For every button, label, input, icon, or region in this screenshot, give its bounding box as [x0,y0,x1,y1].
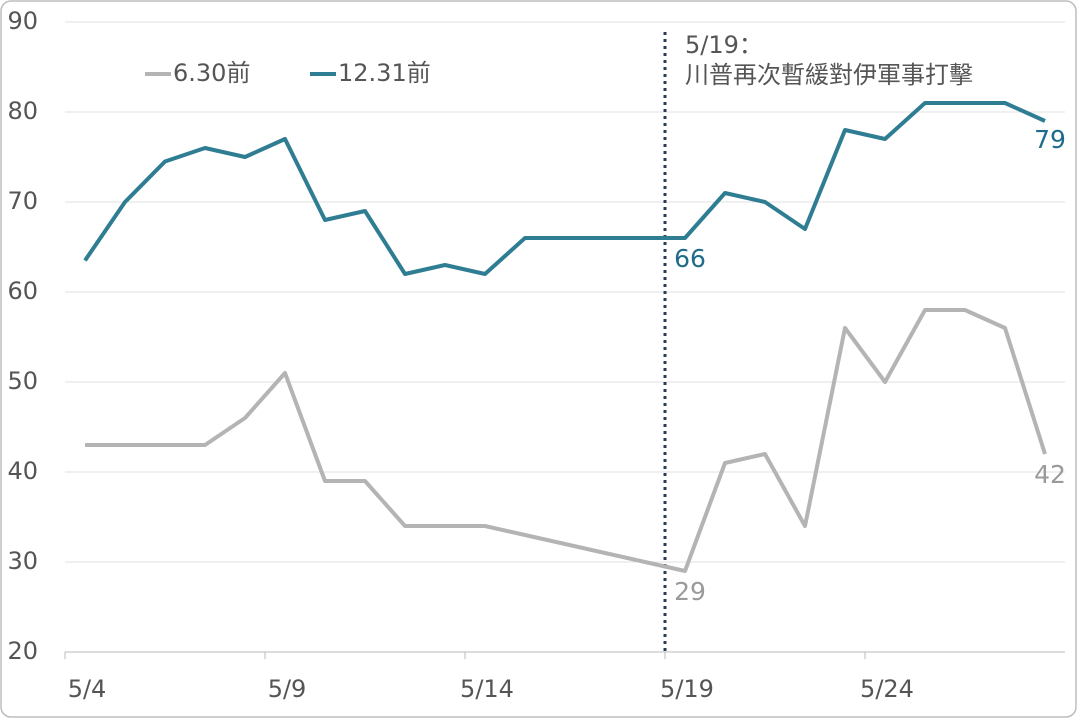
data-label: 29 [674,577,706,606]
x-tick-label: 5/14 [460,675,514,703]
y-tick-label: 60 [7,277,38,305]
legend-label: 12.31前 [338,59,431,87]
y-tick-label: 40 [7,457,38,485]
x-tick-label: 5/9 [268,675,307,703]
y-tick-label: 90 [7,7,38,35]
legend-label: 6.30前 [173,59,250,87]
data-label: 42 [1034,460,1066,489]
series-line [83,101,1046,276]
series-line [85,308,1047,573]
annotation-text: 川普再次暫緩對伊軍事打擊 [685,61,973,89]
data-label: 66 [674,244,706,273]
y-tick-label: 70 [7,187,38,215]
y-tick-label: 30 [7,547,38,575]
x-tick-label: 5/19 [660,675,714,703]
annotation-text: 5/19： [685,31,763,59]
x-tick-label: 5/4 [68,675,107,703]
y-tick-label: 20 [7,637,38,665]
data-label: 79 [1034,125,1066,154]
y-tick-label: 50 [7,367,38,395]
y-tick-label: 80 [7,97,38,125]
x-tick-label: 5/24 [860,675,914,703]
